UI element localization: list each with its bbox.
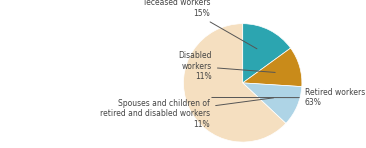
Text: Disabled
workers
11%: Disabled workers 11% (178, 51, 275, 81)
Wedge shape (243, 48, 302, 87)
Text: Spouses and children of
retired and disabled workers
11%: Spouses and children of retired and disa… (100, 98, 274, 129)
Wedge shape (243, 83, 302, 123)
Wedge shape (243, 24, 291, 83)
Text: Retired workers
63%: Retired workers 63% (212, 88, 365, 107)
Wedge shape (183, 24, 286, 142)
Text: Survivors of
ieceased workers
15%: Survivors of ieceased workers 15% (143, 0, 257, 49)
